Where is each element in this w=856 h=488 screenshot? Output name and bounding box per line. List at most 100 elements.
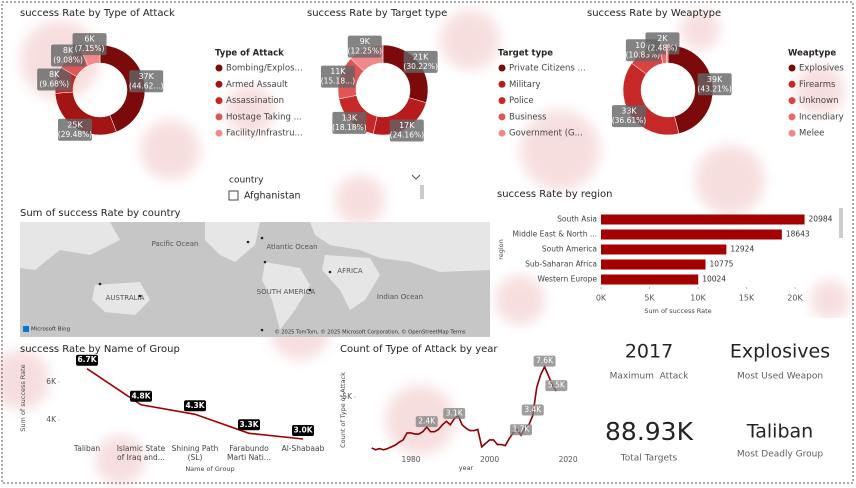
bar-scrollbar[interactable] <box>839 208 843 238</box>
slicer[interactable]: country Afghanistan <box>228 174 424 202</box>
x-tick-label-box: Al-Shabaab <box>281 444 325 453</box>
map-point <box>138 294 142 298</box>
slice-percent-label: (29.48%) <box>58 130 93 139</box>
label-box <box>611 105 646 128</box>
label-box <box>129 70 164 93</box>
slice-percent-label: (44.62...) <box>129 81 164 90</box>
slice-value-label: 17K <box>399 121 415 130</box>
value-label: 4.3K <box>185 401 205 410</box>
label-box <box>697 73 732 96</box>
legend-label: Explosives <box>799 64 844 74</box>
legend-label: Unknown <box>799 96 838 106</box>
label-box <box>292 425 314 436</box>
legend-marker <box>788 113 796 121</box>
chart-title: Count of Type of Attack by year <box>340 344 498 355</box>
bar <box>601 214 805 225</box>
map-logo: Microsoft Bing <box>31 327 70 333</box>
label-box <box>521 404 544 416</box>
legend-label: Business <box>509 112 547 122</box>
y-axis-title: region <box>497 239 505 260</box>
legend-marker <box>788 64 796 72</box>
label-box <box>130 390 152 402</box>
legend-marker <box>215 97 223 105</box>
cards-panel <box>583 318 850 478</box>
value-label: 5.5K <box>548 381 566 390</box>
slice-percent-label: (2.48%) <box>648 43 678 52</box>
slice-value-label: 8K <box>49 70 60 79</box>
slicer-scrollbar[interactable] <box>420 185 424 199</box>
x-tick-label: Farabundo Marti Nati... <box>227 444 271 462</box>
chart-title: success Rate by Weaptype <box>587 8 721 19</box>
map-attribution: © 2025 TomTom, © 2025 Microsoft Corporat… <box>274 329 466 336</box>
x-tick-label: 1980 <box>401 455 420 464</box>
label-box <box>545 380 568 392</box>
y-tick-label: South America <box>542 245 597 254</box>
x-axis-title: Name of Group <box>185 465 234 473</box>
legend-marker <box>498 129 506 137</box>
donut-slice <box>665 44 669 64</box>
label-box <box>533 355 556 367</box>
y-tick-label: Sub-Saharan Africa <box>525 260 597 269</box>
chart-title: success Rate by region <box>497 189 612 200</box>
legend-title: Target type <box>498 49 553 59</box>
legend-marker <box>788 97 796 105</box>
map-point <box>98 282 102 286</box>
legend-label: Facility/Infrastru... <box>226 129 303 139</box>
slice-value-label: 13K <box>342 113 358 122</box>
donut-slice <box>667 44 714 134</box>
slice-value-label: 6K <box>84 35 95 44</box>
chart-title: success Rate by Target type <box>307 8 447 19</box>
label-box <box>184 400 206 412</box>
legend-label: Melee <box>799 129 824 139</box>
value-label: 10775 <box>710 260 734 269</box>
legend-label: Government (G... <box>509 129 583 139</box>
card-value: Taliban <box>746 421 813 443</box>
slice-value-label: 9K <box>360 37 371 46</box>
slicer-item[interactable]: Afghanistan <box>244 191 301 202</box>
card-value: 2017 <box>625 341 673 363</box>
label-box <box>443 407 466 419</box>
card-value: 88.93K <box>605 417 694 446</box>
map-land <box>20 222 120 270</box>
y-axis-title: Sum of success Rate <box>19 364 27 431</box>
value-label: 7.6K <box>536 356 554 365</box>
y-tick-label: 4K <box>46 415 57 424</box>
x-axis-title: Sum of success Rate <box>644 307 711 315</box>
map-label: Pacific Ocean <box>152 240 199 248</box>
map-point <box>260 236 264 240</box>
slice-value-label: 25K <box>67 120 83 129</box>
value-label: 12924 <box>730 245 754 254</box>
slice-value-label: 11K <box>330 67 346 76</box>
chart-title: success Rate by Type of Attack <box>20 8 175 19</box>
value-label: 1.7K <box>513 425 531 434</box>
cards: 2017 Maximum Attack Explosives Most Used… <box>605 341 830 464</box>
slicer-title: country <box>229 176 264 186</box>
legend-marker <box>215 129 223 137</box>
map-point <box>263 260 267 264</box>
x-tick-label: Islamic State of Iraq and... <box>116 444 166 462</box>
x-tick-label: 2020 <box>559 455 578 464</box>
slice-percent-label: (12.25%) <box>348 47 383 56</box>
legend-marker <box>215 80 223 88</box>
bar <box>601 259 706 270</box>
x-tick-label: Al-Shabaab <box>281 444 325 453</box>
x-tick-label: Taliban <box>73 444 101 453</box>
slice-value-label: 2K <box>657 34 668 43</box>
value-label: 10024 <box>702 275 726 284</box>
map-land <box>92 282 150 315</box>
slicer-chevron[interactable] <box>411 174 421 180</box>
slicer-checkbox[interactable] <box>228 190 239 201</box>
line <box>86 368 304 440</box>
map-land <box>322 255 380 310</box>
legend-marker <box>215 64 223 72</box>
slice-percent-label: (15.18...) <box>321 77 356 86</box>
x-tick-label-box: Islamic State of Iraq and... <box>116 444 166 462</box>
x-tick-label-box: Farabundo Marti Nati... <box>227 444 271 462</box>
x-tick-label: 15K <box>739 294 755 303</box>
slice-percent-label: (36.61%) <box>612 116 647 125</box>
label-box <box>332 111 367 134</box>
slice-percent-label: (30.22%) <box>403 62 438 71</box>
label-box <box>389 119 424 142</box>
